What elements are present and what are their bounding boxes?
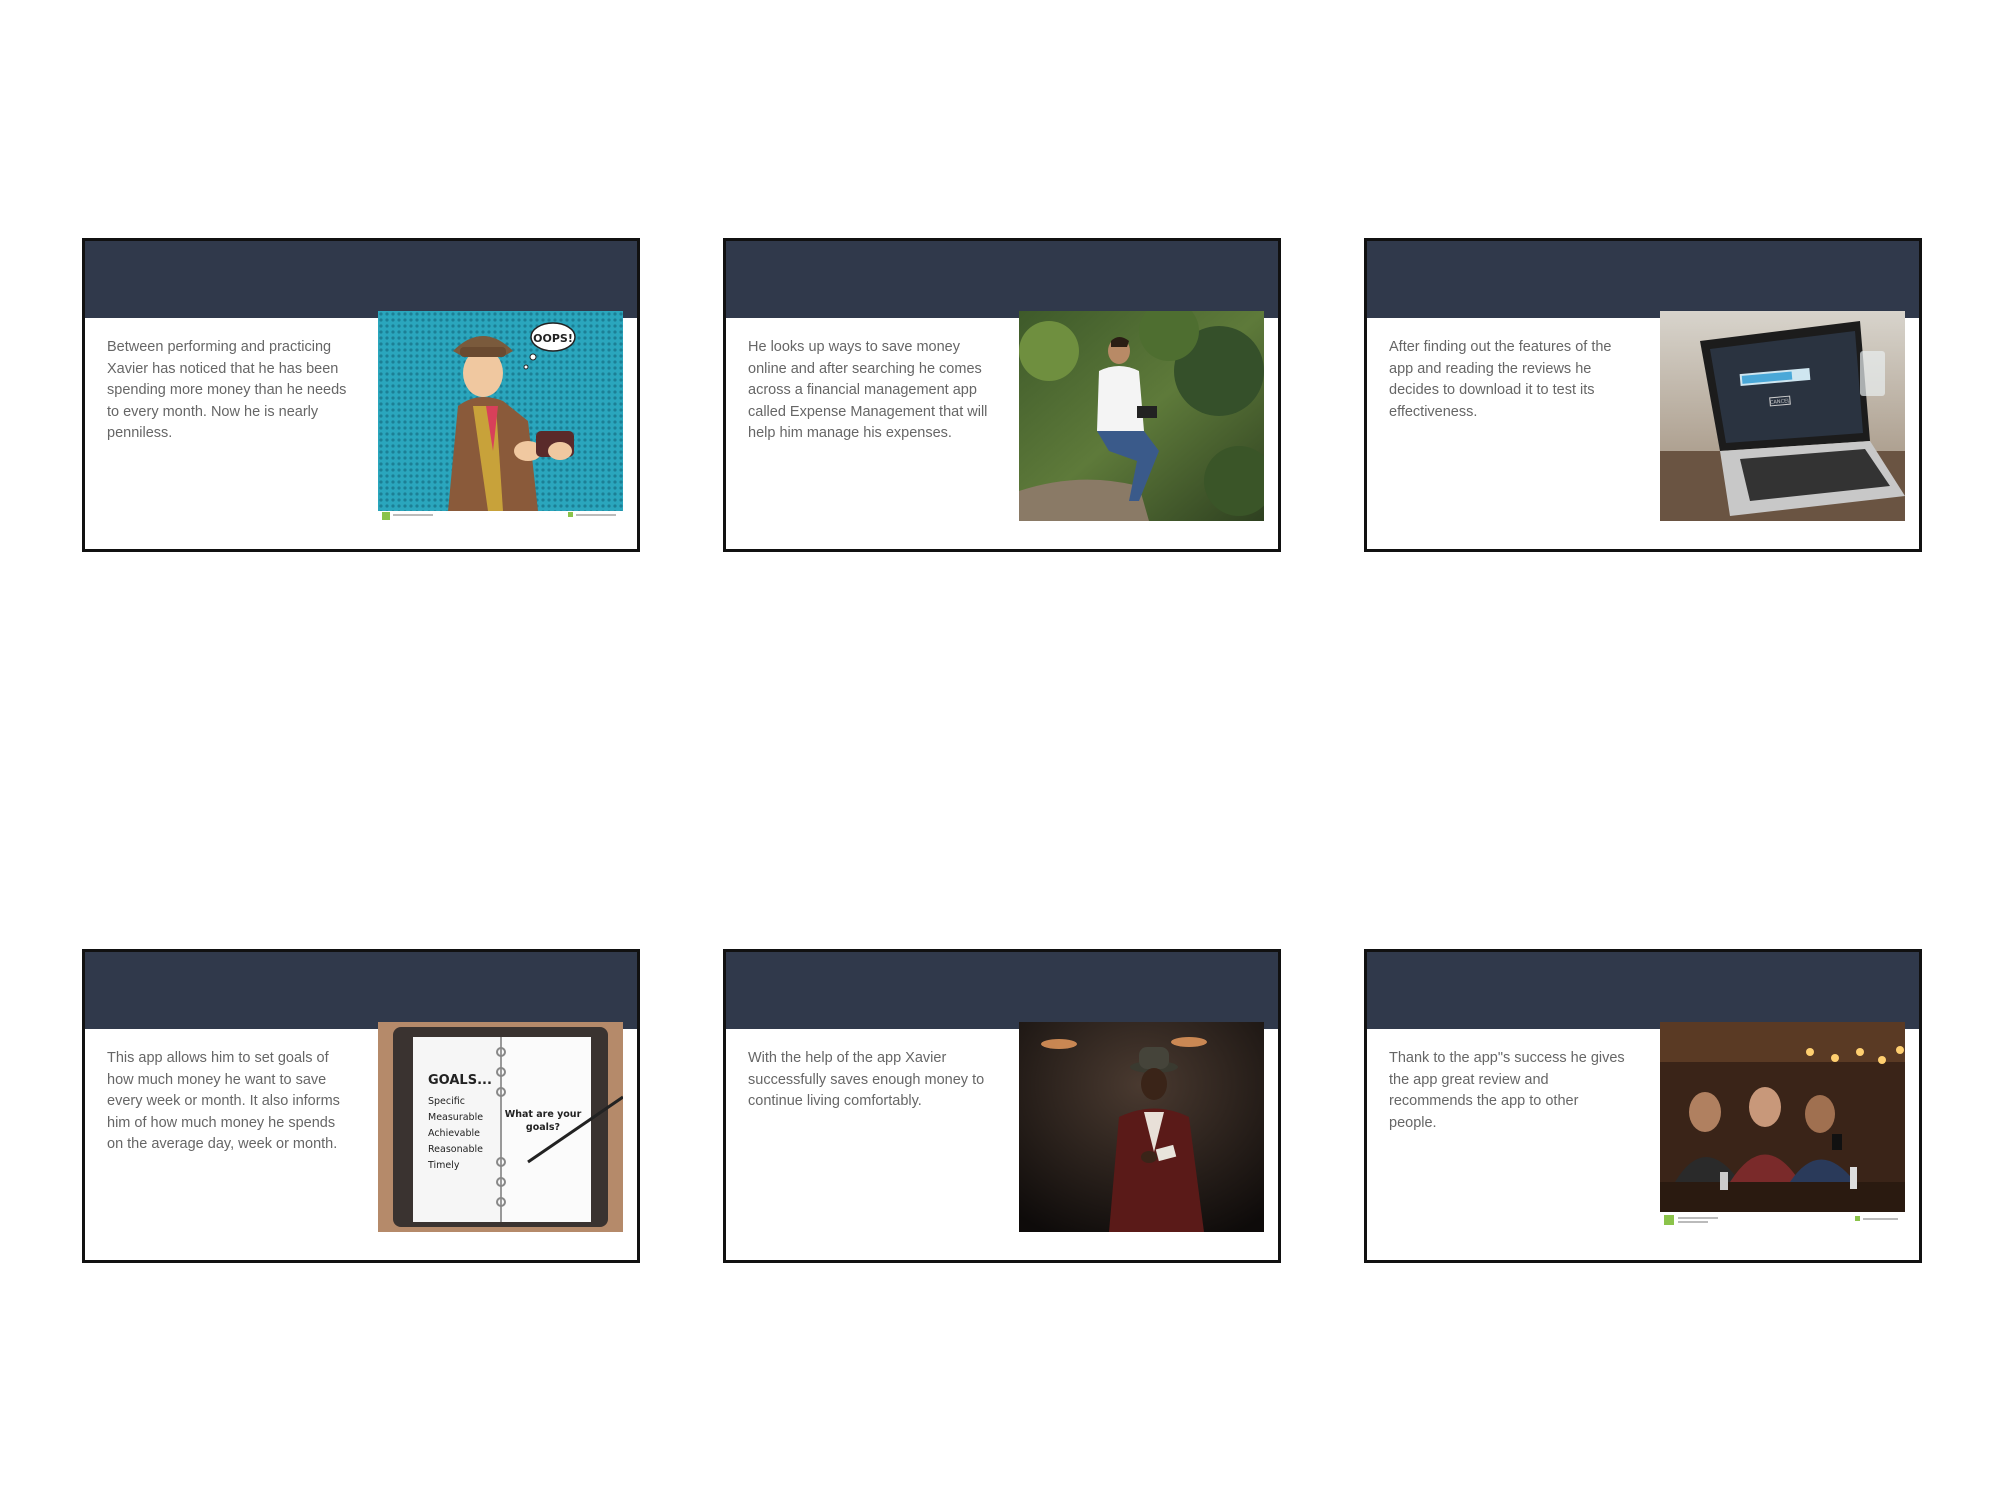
friends-at-bar-image xyxy=(1660,1022,1905,1232)
slide-text: This app allows him to set goals of how … xyxy=(107,1050,340,1152)
slide-5[interactable]: With the help of the app Xavier successf… xyxy=(723,949,1281,1263)
slide-6[interactable]: Thank to the app"s success he gives the … xyxy=(1364,949,1922,1263)
slide-text: With the help of the app Xavier successf… xyxy=(748,1050,985,1109)
man-with-money-image xyxy=(1019,1022,1264,1232)
goal-item: Measurable xyxy=(428,1112,483,1123)
goal-item: Timely xyxy=(427,1160,460,1171)
goal-item: Reasonable xyxy=(428,1144,483,1155)
slide-text: After finding out the features of the ap… xyxy=(1389,339,1612,420)
slide-header xyxy=(1367,241,1919,318)
goals-heading: GOALS... xyxy=(428,1073,492,1088)
slide-text: He looks up ways to save money online an… xyxy=(748,339,988,441)
slide-image: CANCEL xyxy=(1660,311,1905,521)
slide-image xyxy=(1019,1022,1264,1232)
goals-question-line1: What are your xyxy=(505,1109,582,1120)
slide-image xyxy=(1019,311,1264,521)
slide-image: GOALS... Specific Measurable Achievable … xyxy=(378,1022,623,1232)
goal-item: Specific xyxy=(428,1096,465,1107)
man-with-tablet-image xyxy=(1019,311,1264,521)
slide-1[interactable]: Between performing and practicing Xavier… xyxy=(82,238,640,552)
bubble-text: OOPS! xyxy=(533,332,573,345)
slide-header xyxy=(1367,952,1919,1029)
goal-item: Achievable xyxy=(428,1128,480,1139)
slide-2[interactable]: He looks up ways to save money online an… xyxy=(723,238,1281,552)
smart-goals-notebook-image: GOALS... Specific Measurable Achievable … xyxy=(378,1022,623,1232)
pop-art-man-image: OOPS! xyxy=(378,311,623,521)
slide-3[interactable]: After finding out the features of the ap… xyxy=(1364,238,1922,552)
cancel-label: CANCEL xyxy=(1770,398,1791,406)
slide-image: OOPS! xyxy=(378,311,623,521)
slide-text: Between performing and practicing Xavier… xyxy=(107,339,347,441)
slide-text: Thank to the app"s success he gives the … xyxy=(1389,1050,1625,1131)
slide-header xyxy=(726,952,1278,1029)
slide-header xyxy=(726,241,1278,318)
slide-4[interactable]: This app allows him to set goals of how … xyxy=(82,949,640,1263)
slide-image xyxy=(1660,1022,1905,1232)
goals-question-line2: goals? xyxy=(526,1122,560,1133)
slide-header xyxy=(85,952,637,1029)
laptop-download-image: CANCEL xyxy=(1660,311,1905,521)
slide-header xyxy=(85,241,637,318)
